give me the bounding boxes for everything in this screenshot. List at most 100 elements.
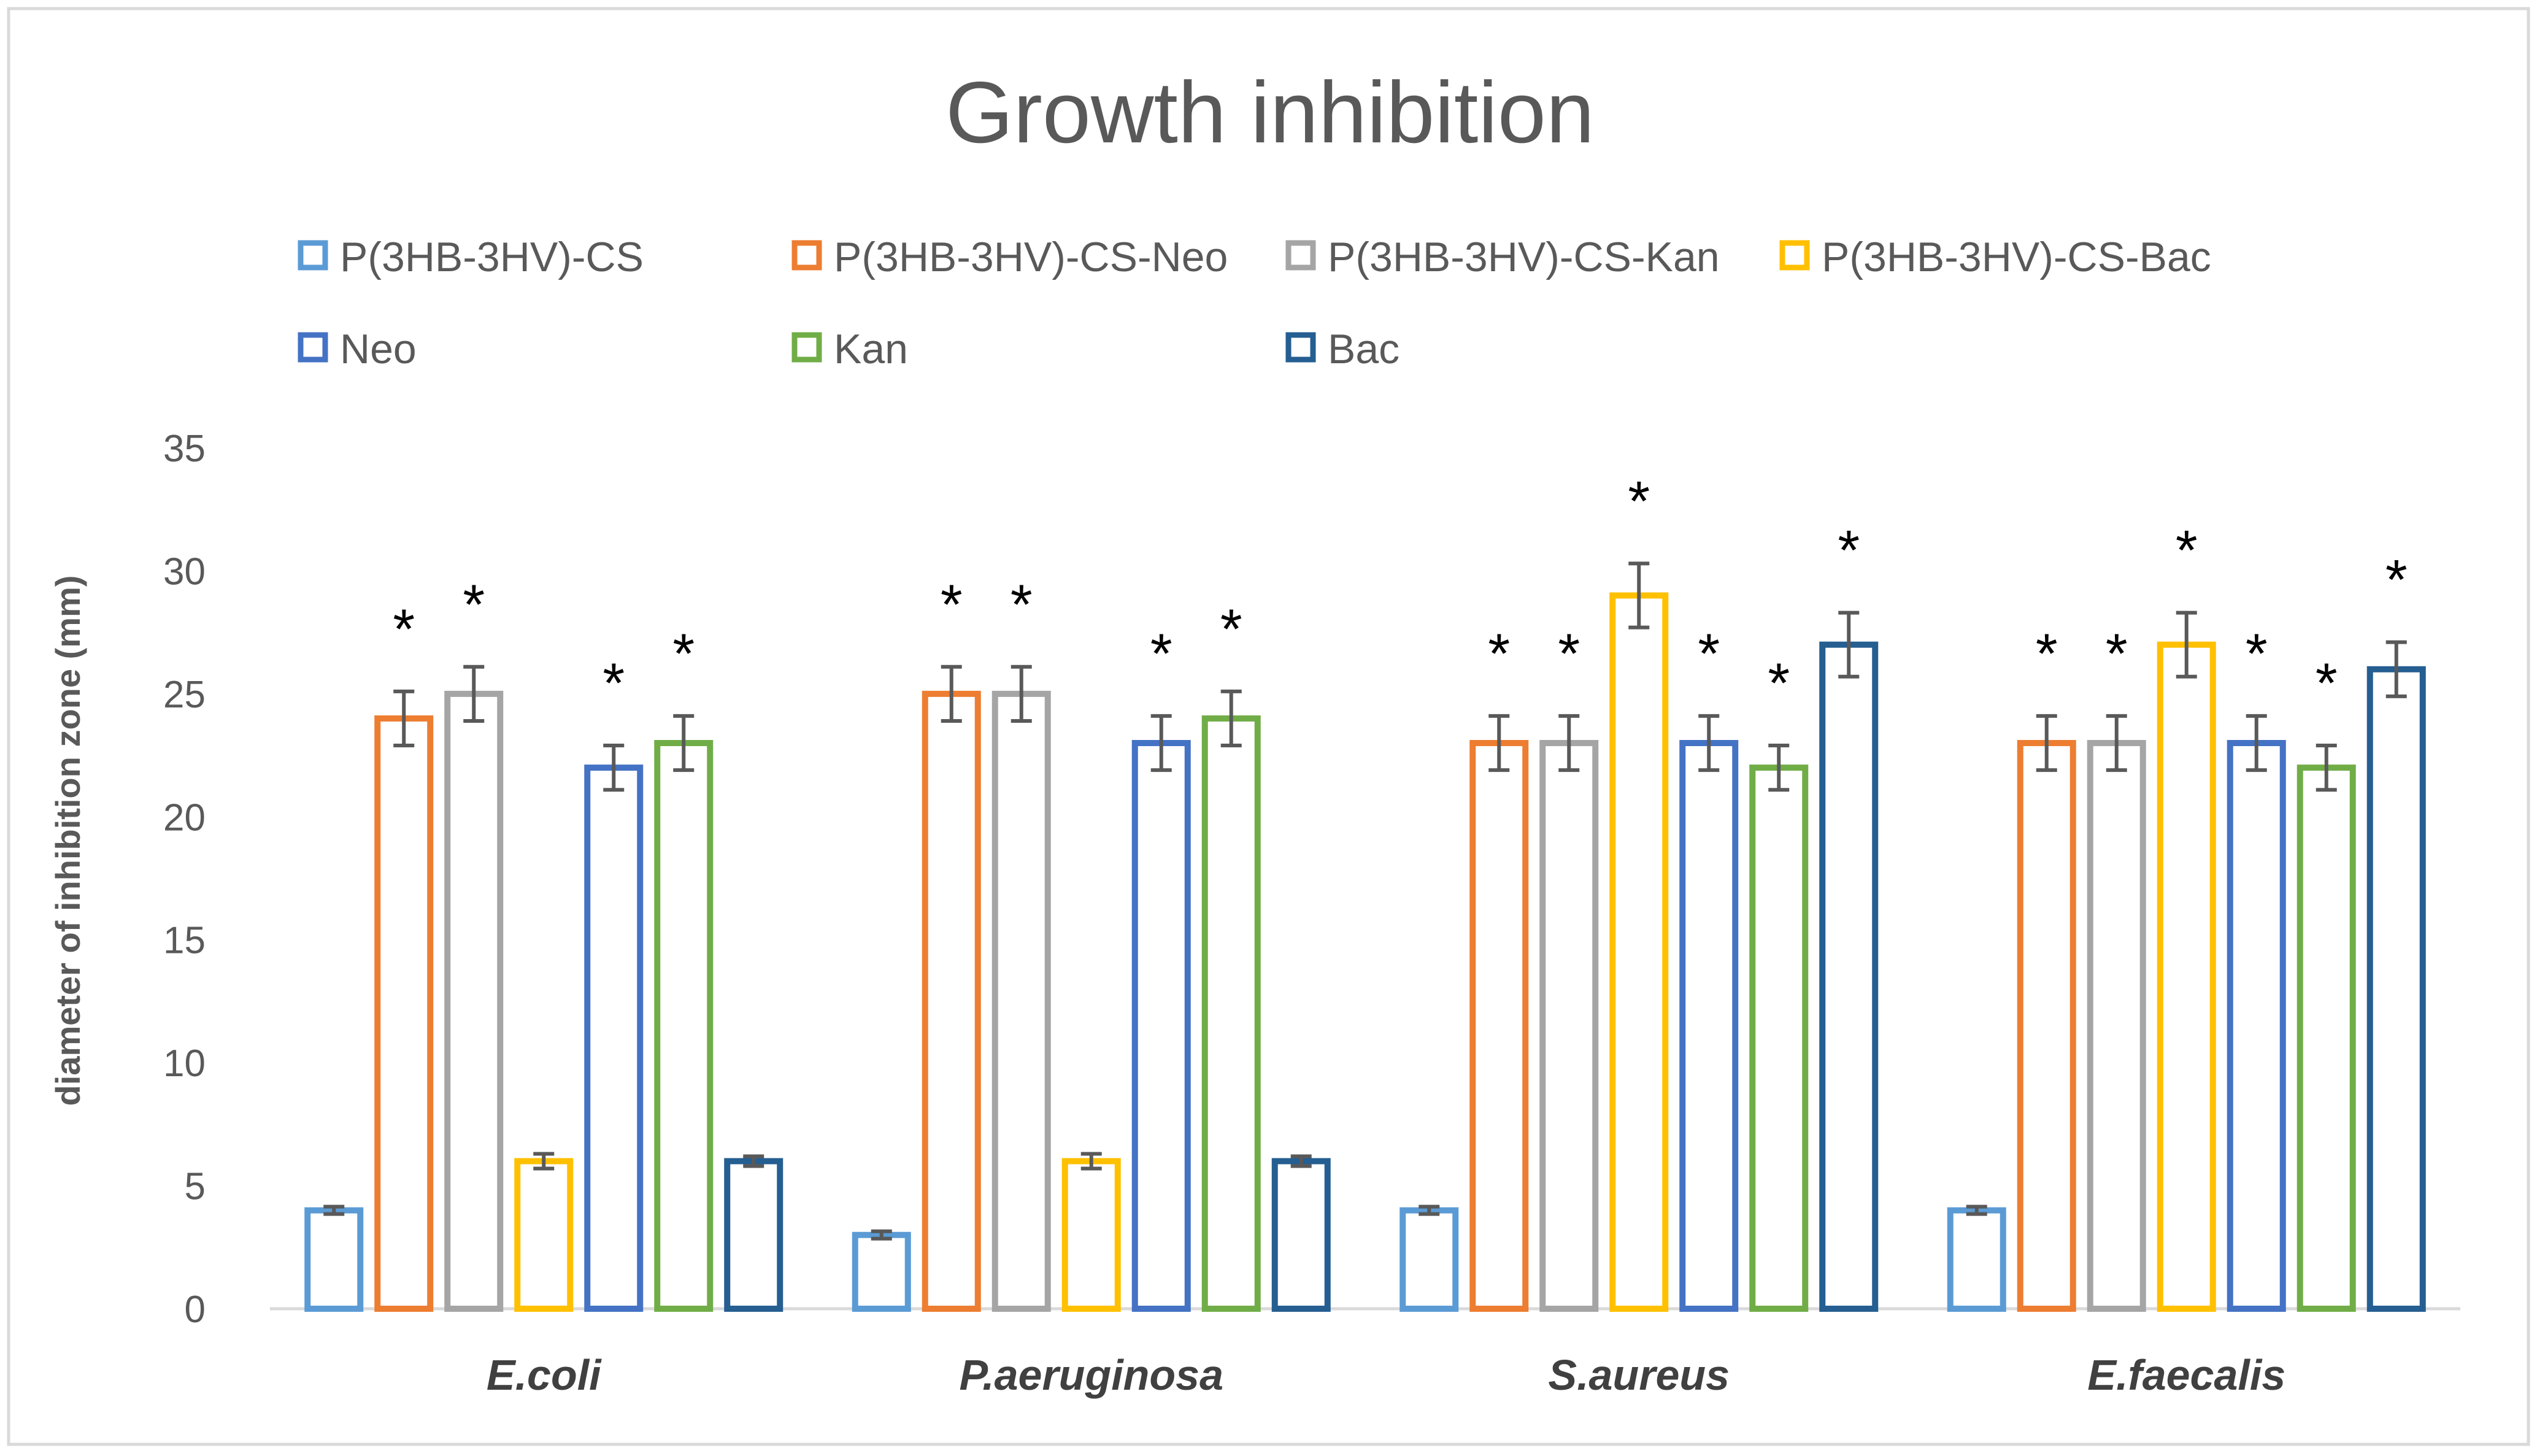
x-category-label: P.aeruginosa (959, 1351, 1223, 1399)
legend-swatch (791, 240, 822, 271)
error-bar (2385, 640, 2407, 698)
x-category-label: S.aureus (1548, 1351, 1730, 1399)
bar (852, 1231, 911, 1312)
error-bar (2176, 611, 2197, 679)
bar (514, 1158, 574, 1312)
error-bars (323, 561, 2407, 1241)
significance-star: * (1150, 623, 1172, 685)
bar (724, 1158, 783, 1312)
significance-star: * (2246, 623, 2268, 685)
legend-swatch (298, 332, 328, 363)
error-bar (673, 714, 695, 772)
significance-star: * (602, 652, 625, 715)
bar (1061, 1158, 1121, 1312)
significance-star: * (1488, 623, 1510, 685)
error-bar (1838, 611, 1860, 679)
significance-star: * (2176, 520, 2198, 582)
y-axis-ticks: 0 5 10 15 20 25 30 35 (163, 428, 206, 1331)
bar (1271, 1158, 1331, 1312)
legend-swatch (791, 332, 822, 363)
bar (1819, 641, 1879, 1312)
significance-markers: * * * * * * * * * * * * * * * * * * * * (393, 470, 2407, 715)
legend-label: Kan (834, 326, 908, 372)
bar (922, 690, 981, 1312)
bar (1539, 740, 1599, 1312)
error-bar (1011, 664, 1032, 723)
legend-swatch (1285, 240, 1316, 271)
significance-star: * (1558, 623, 1580, 685)
legend-label: P(3HB-3HV)-CS-Kan (1328, 234, 1720, 280)
legend: P(3HB-3HV)-CS P(3HB-3HV)-CS-Neo P(3HB-3HV)… (298, 234, 2211, 372)
y-tick-label: 5 (185, 1166, 206, 1208)
bar (2227, 740, 2286, 1312)
error-bar (941, 664, 962, 723)
bar (2296, 765, 2356, 1312)
significance-star: * (463, 574, 485, 636)
error-bar (743, 1154, 764, 1168)
x-category-label: E.coli (487, 1351, 602, 1399)
significance-star: * (2106, 623, 2128, 685)
significance-star: * (2036, 623, 2058, 685)
legend-label: P(3HB-3HV)-CS-Neo (834, 234, 1228, 280)
error-bar (603, 744, 625, 792)
y-tick-label: 15 (163, 920, 206, 962)
error-bar (871, 1229, 892, 1241)
y-tick-label: 25 (163, 674, 206, 716)
error-bar (1698, 714, 1720, 772)
legend-swatch (1285, 332, 1316, 363)
bar (2366, 666, 2426, 1312)
bar (1609, 592, 1669, 1312)
y-tick-label: 0 (185, 1288, 206, 1331)
significance-star: * (941, 574, 963, 636)
chart-title: Growth inhibition (945, 64, 1595, 161)
error-bar (2036, 714, 2057, 772)
error-bar (533, 1152, 555, 1171)
error-bar (1966, 1204, 1987, 1216)
error-bar (1488, 714, 1510, 772)
bar (2017, 740, 2076, 1312)
bar (1947, 1207, 2006, 1312)
significance-star: * (393, 598, 415, 661)
bar (2157, 641, 2216, 1312)
significance-star: * (1768, 652, 1790, 715)
significance-star: * (1628, 470, 1650, 533)
error-bar (1080, 1152, 1102, 1171)
significance-star: * (1838, 520, 1860, 582)
error-bar (1628, 561, 1650, 630)
legend-label: P(3HB-3HV)-CS (340, 234, 644, 280)
bar (304, 1207, 364, 1312)
bar (1749, 765, 1809, 1312)
error-bar (1220, 689, 1242, 748)
error-bar (1768, 744, 1790, 792)
legend-label: P(3HB-3HV)-CS-Bac (1822, 234, 2211, 280)
bar (1679, 740, 1739, 1312)
significance-star: * (1220, 598, 1242, 661)
bar (1201, 715, 1261, 1312)
y-tick-label: 35 (163, 428, 206, 470)
significance-star: * (1698, 623, 1720, 685)
error-bar (463, 664, 485, 723)
bar (444, 690, 504, 1312)
error-bar (1558, 714, 1580, 772)
bar (2087, 740, 2146, 1312)
x-axis-category-labels: E.coli P.aeruginosa S.aureus E.faecalis (487, 1351, 2285, 1399)
significance-star: * (2316, 652, 2338, 715)
legend-swatch (298, 240, 328, 271)
bar (654, 740, 714, 1312)
legend-swatch (1779, 240, 1810, 271)
error-bar (1150, 714, 1172, 772)
significance-star: * (1011, 574, 1033, 636)
bar (374, 715, 434, 1312)
y-tick-label: 20 (163, 796, 206, 839)
error-bar (2246, 714, 2267, 772)
legend-label: Neo (340, 326, 417, 372)
y-tick-label: 30 (163, 550, 206, 593)
error-bar (2316, 744, 2337, 792)
legend-label: Bac (1328, 326, 1399, 372)
bar (584, 765, 644, 1312)
error-bar (1290, 1154, 1312, 1168)
significance-star: * (672, 623, 695, 685)
y-axis-label: diameter of inhibition zone (mm) (48, 576, 87, 1106)
